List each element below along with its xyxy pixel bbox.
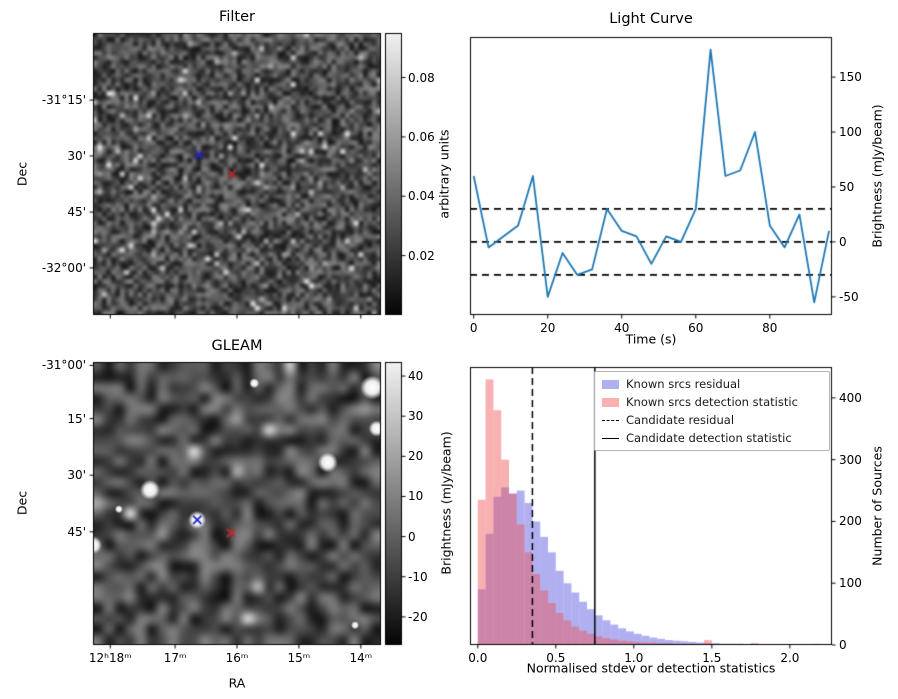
blue-patch-icon — [602, 379, 619, 389]
legend-label: Known srcs residual — [626, 377, 741, 391]
legend-label: Candidate detection statistic — [626, 431, 792, 445]
gleam-x-axis-label: RA — [228, 675, 246, 691]
pink-patch-icon — [602, 397, 619, 407]
light-curve-y-axis-label: Brightness (mJy/beam) — [869, 104, 885, 248]
histogram-y-axis-label: Number of Sources — [869, 446, 885, 566]
histogram-x-axis-label: Normalised stdev or detection statistics — [526, 660, 776, 676]
filter-panel-title: Filter — [219, 9, 255, 25]
legend-label: Known srcs detection statistic — [626, 395, 798, 409]
light-curve-panel-title: Light Curve — [609, 11, 693, 27]
gleam-y-axis-label: Dec — [14, 490, 30, 516]
dashed-line-icon — [602, 419, 619, 421]
gleam-colorbar-label: Brightness (mJy/beam) — [438, 431, 454, 575]
gleam-panel-title: GLEAM — [211, 338, 263, 354]
legend-item-known-residual: Known srcs residual — [602, 377, 822, 391]
solid-line-icon — [602, 437, 619, 439]
legend-item-candidate-residual: Candidate residual — [602, 413, 822, 427]
light-curve-x-axis-label: Time (s) — [625, 331, 677, 347]
filter-y-axis-label: Dec — [14, 161, 30, 187]
legend-label: Candidate residual — [626, 413, 735, 427]
histogram-legend: Known srcs residual Known srcs detection… — [594, 371, 830, 451]
legend-item-known-detection: Known srcs detection statistic — [602, 395, 822, 409]
legend-item-candidate-detection: Candidate detection statistic — [602, 431, 822, 445]
filter-colorbar-label: arbitrary units — [436, 129, 452, 219]
